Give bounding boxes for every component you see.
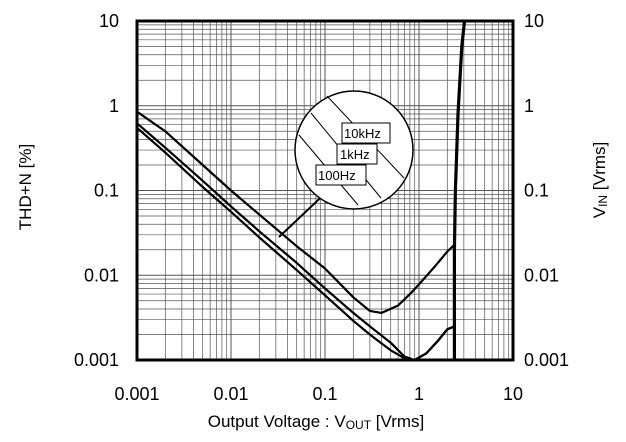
- x-tick-label: 1: [414, 384, 424, 404]
- tick-labels: 0.001 0.01 0.1 1 100.0010.010.11100.0010.010…: [74, 11, 569, 404]
- x-axis-label: Output Voltage : VOUT [Vrms]: [208, 412, 425, 432]
- legend-box-1khz: [336, 143, 378, 165]
- series-line-10khz: [136, 110, 456, 314]
- y2-axis-label: VIN [Vrms]: [590, 142, 610, 219]
- y2-tick-label: 0.01: [524, 265, 559, 285]
- legend-entry-100hz: 100Hz: [318, 168, 356, 183]
- series-line-100hz: [136, 126, 456, 362]
- legend-callout: 10kHz 1kHz 100Hz: [278, 90, 414, 238]
- legend-entry-1khz: 1kHz: [340, 147, 370, 162]
- plot-frame: [135, 19, 515, 362]
- y-tick-label: 1: [109, 96, 119, 116]
- y-tick-label: 0.01: [84, 265, 119, 285]
- y-axis-label: THD+N [%]: [16, 144, 35, 230]
- y2-tick-label: 1: [524, 96, 534, 116]
- x-tick-label: 0.01: [213, 384, 248, 404]
- legend-box-10khz: [341, 122, 391, 144]
- series-layer: [136, 20, 467, 362]
- series-line-vin: [452, 20, 467, 360]
- y2-tick-label: 0.001: [524, 350, 569, 370]
- legend-box-100hz: [315, 164, 367, 186]
- x-tick-label: 0.001: [114, 384, 159, 404]
- legend-entry-10khz: 10kHz: [344, 126, 381, 141]
- y2-tick-label: 0.1: [524, 181, 549, 201]
- y-tick-label: 0.001: [74, 350, 119, 370]
- y2-tick-label: 10: [524, 11, 544, 31]
- y-tick-label: 0.1: [94, 181, 119, 201]
- x-tick-label: 10: [503, 384, 523, 404]
- y-tick-label: 10: [99, 11, 119, 31]
- x-tick-label: 0.1: [312, 384, 337, 404]
